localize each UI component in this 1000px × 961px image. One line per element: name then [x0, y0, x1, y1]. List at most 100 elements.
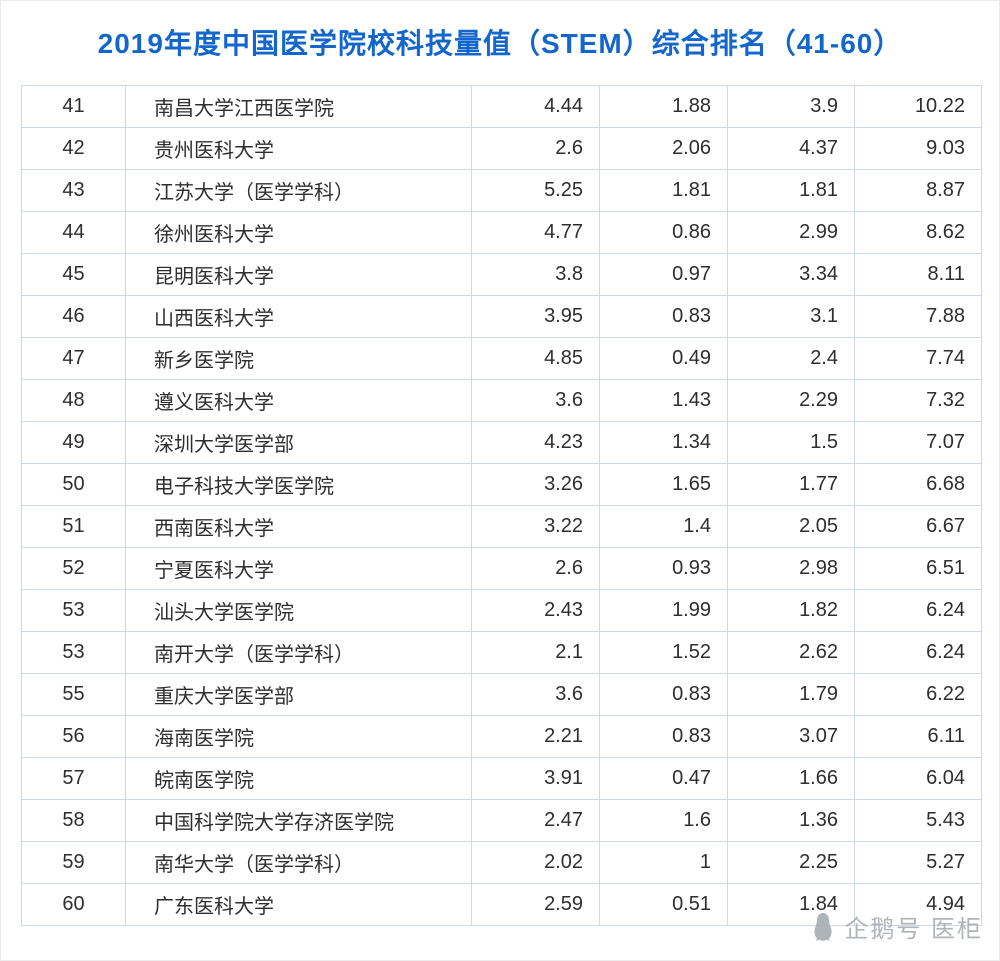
rank-cell: 49 — [21, 420, 126, 464]
table-row: 57 皖南医学院 3.91 0.47 1.66 6.04 — [21, 756, 982, 800]
ranking-table: 41 南昌大学江西医学院 4.44 1.88 3.9 10.22 42 贵州医科大学 2.6 2.… — [21, 84, 982, 926]
school-name-cell: 汕头大学医学院 — [125, 588, 472, 632]
table-row: 47 新乡医学院 4.85 0.49 2.4 7.74 — [21, 336, 982, 380]
school-name-cell: 海南医学院 — [125, 714, 472, 758]
score-2-cell: 1.6 — [599, 798, 728, 842]
total-score-cell: 5.27 — [854, 840, 982, 884]
school-name-cell: 南华大学（医学学科） — [125, 840, 472, 884]
total-score-cell: 9.03 — [854, 126, 982, 170]
table-row: 49 深圳大学医学部 4.23 1.34 1.5 7.07 — [21, 420, 982, 464]
school-name-cell: 深圳大学医学部 — [125, 420, 472, 464]
total-score-cell: 5.43 — [854, 798, 982, 842]
rank-cell: 53 — [21, 588, 126, 632]
school-name-cell: 遵义医科大学 — [125, 378, 472, 422]
score-2-cell: 0.47 — [599, 756, 728, 800]
rank-cell: 46 — [21, 294, 126, 338]
rank-cell: 51 — [21, 504, 126, 548]
school-name-cell: 南开大学（医学学科） — [125, 630, 472, 674]
table-row: 45 昆明医科大学 3.8 0.97 3.34 8.11 — [21, 252, 982, 296]
score-1-cell: 3.6 — [471, 672, 600, 716]
school-name-cell: 宁夏医科大学 — [125, 546, 472, 590]
rank-cell: 53 — [21, 630, 126, 674]
score-1-cell: 2.47 — [471, 798, 600, 842]
score-2-cell: 0.97 — [599, 252, 728, 296]
school-name-cell: 江苏大学（医学学科） — [125, 168, 472, 212]
table-container: 41 南昌大学江西医学院 4.44 1.88 3.9 10.22 42 贵州医科大学 2.6 2.… — [1, 84, 999, 926]
table-row: 52 宁夏医科大学 2.6 0.93 2.98 6.51 — [21, 546, 982, 590]
total-score-cell: 6.22 — [854, 672, 982, 716]
total-score-cell: 6.24 — [854, 588, 982, 632]
score-3-cell: 3.9 — [727, 84, 855, 128]
score-3-cell: 1.77 — [727, 462, 855, 506]
score-3-cell: 1.84 — [727, 882, 855, 926]
score-3-cell: 3.07 — [727, 714, 855, 758]
score-1-cell: 3.6 — [471, 378, 600, 422]
rank-cell: 52 — [21, 546, 126, 590]
rank-cell: 41 — [21, 84, 126, 128]
score-3-cell: 2.99 — [727, 210, 855, 254]
score-1-cell: 2.6 — [471, 546, 600, 590]
score-1-cell: 4.44 — [471, 84, 600, 128]
total-score-cell: 7.07 — [854, 420, 982, 464]
total-score-cell: 6.68 — [854, 462, 982, 506]
score-2-cell: 2.06 — [599, 126, 728, 170]
score-2-cell: 1.99 — [599, 588, 728, 632]
score-3-cell: 1.5 — [727, 420, 855, 464]
school-name-cell: 昆明医科大学 — [125, 252, 472, 296]
table-row: 46 山西医科大学 3.95 0.83 3.1 7.88 — [21, 294, 982, 338]
score-2-cell: 0.51 — [599, 882, 728, 926]
school-name-cell: 电子科技大学医学院 — [125, 462, 472, 506]
score-2-cell: 0.49 — [599, 336, 728, 380]
score-2-cell: 1.4 — [599, 504, 728, 548]
table-row: 48 遵义医科大学 3.6 1.43 2.29 7.32 — [21, 378, 982, 422]
total-score-cell: 4.94 — [854, 882, 982, 926]
score-3-cell: 2.4 — [727, 336, 855, 380]
score-2-cell: 1.34 — [599, 420, 728, 464]
score-1-cell: 3.22 — [471, 504, 600, 548]
school-name-cell: 重庆大学医学部 — [125, 672, 472, 716]
score-2-cell: 0.83 — [599, 714, 728, 758]
score-1-cell: 2.59 — [471, 882, 600, 926]
score-1-cell: 2.02 — [471, 840, 600, 884]
total-score-cell: 6.24 — [854, 630, 982, 674]
table-row: 59 南华大学（医学学科） 2.02 1 2.25 5.27 — [21, 840, 982, 884]
table-row: 53 汕头大学医学院 2.43 1.99 1.82 6.24 — [21, 588, 982, 632]
score-2-cell: 1 — [599, 840, 728, 884]
school-name-cell: 南昌大学江西医学院 — [125, 84, 472, 128]
rank-cell: 55 — [21, 672, 126, 716]
total-score-cell: 7.32 — [854, 378, 982, 422]
school-name-cell: 山西医科大学 — [125, 294, 472, 338]
table-row: 51 西南医科大学 3.22 1.4 2.05 6.67 — [21, 504, 982, 548]
score-2-cell: 0.93 — [599, 546, 728, 590]
score-3-cell: 4.37 — [727, 126, 855, 170]
rank-cell: 42 — [21, 126, 126, 170]
score-2-cell: 0.83 — [599, 294, 728, 338]
table-row: 60 广东医科大学 2.59 0.51 1.84 4.94 — [21, 882, 982, 926]
school-name-cell: 皖南医学院 — [125, 756, 472, 800]
score-3-cell: 1.82 — [727, 588, 855, 632]
score-2-cell: 1.88 — [599, 84, 728, 128]
table-row: 44 徐州医科大学 4.77 0.86 2.99 8.62 — [21, 210, 982, 254]
total-score-cell: 6.67 — [854, 504, 982, 548]
score-3-cell: 1.66 — [727, 756, 855, 800]
score-2-cell: 1.52 — [599, 630, 728, 674]
score-1-cell: 5.25 — [471, 168, 600, 212]
school-name-cell: 中国科学院大学存济医学院 — [125, 798, 472, 842]
rank-cell: 59 — [21, 840, 126, 884]
table-row: 53 南开大学（医学学科） 2.1 1.52 2.62 6.24 — [21, 630, 982, 674]
score-3-cell: 1.36 — [727, 798, 855, 842]
rank-cell: 45 — [21, 252, 126, 296]
score-1-cell: 3.95 — [471, 294, 600, 338]
score-1-cell: 3.26 — [471, 462, 600, 506]
table-row: 56 海南医学院 2.21 0.83 3.07 6.11 — [21, 714, 982, 758]
score-2-cell: 1.65 — [599, 462, 728, 506]
score-1-cell: 4.77 — [471, 210, 600, 254]
school-name-cell: 新乡医学院 — [125, 336, 472, 380]
rank-cell: 50 — [21, 462, 126, 506]
score-2-cell: 0.83 — [599, 672, 728, 716]
score-1-cell: 2.43 — [471, 588, 600, 632]
total-score-cell: 8.87 — [854, 168, 982, 212]
table-row: 41 南昌大学江西医学院 4.44 1.88 3.9 10.22 — [21, 84, 982, 128]
school-name-cell: 广东医科大学 — [125, 882, 472, 926]
